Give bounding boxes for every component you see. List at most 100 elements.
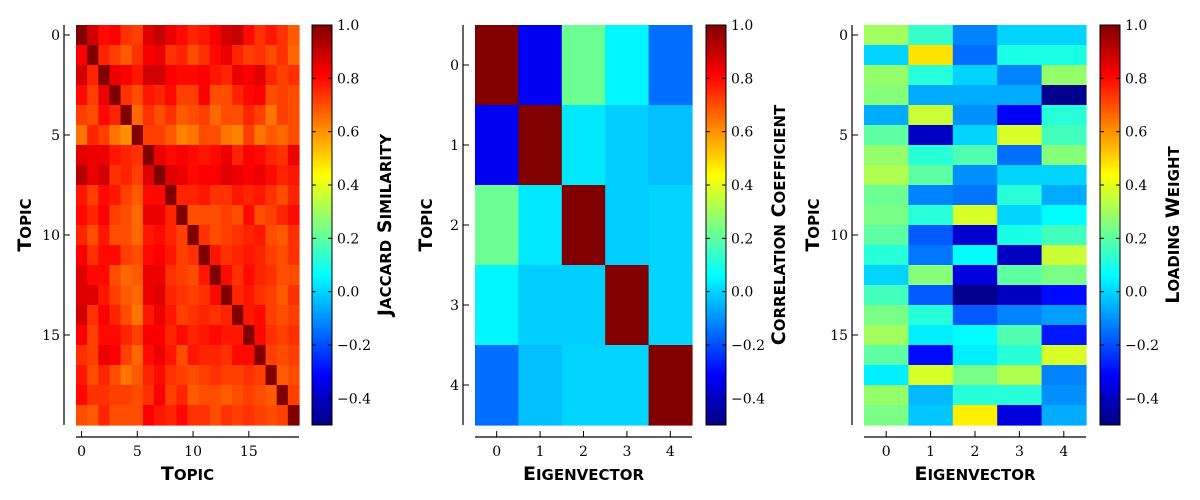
heatmap-cell: [198, 385, 211, 406]
heatmap-cell: [287, 325, 300, 346]
heatmap-cell: [232, 405, 244, 426]
heatmap-cell: [908, 225, 954, 246]
heatmap-cell: [120, 45, 133, 66]
heatmap-cell: [265, 265, 278, 286]
heatmap-cell: [232, 105, 244, 126]
y-tick-label: 10: [42, 228, 60, 244]
heatmap-cell: [165, 165, 177, 186]
heatmap-cell: [87, 145, 99, 166]
heatmap-cell: [154, 85, 166, 106]
heatmap-cell: [997, 245, 1043, 266]
heatmap-cell: [154, 25, 166, 46]
heatmap-cell: [131, 345, 144, 366]
heatmap-cell: [131, 325, 144, 346]
heatmap-cell: [220, 185, 233, 206]
heatmap-cell: [198, 305, 211, 326]
heatmap-cell: [209, 305, 222, 326]
heatmap-cell: [154, 285, 166, 306]
heatmap-cell: [142, 105, 155, 126]
heatmap-cell: [243, 25, 255, 46]
heatmap-cell: [209, 105, 222, 126]
heatmap-cell: [864, 305, 909, 326]
colorbar-tick-label: 0.6: [1125, 125, 1147, 141]
heatmap-cell: [98, 245, 111, 266]
heatmap-cell: [109, 125, 122, 146]
heatmap-cell: [165, 205, 177, 226]
colorbar-label: LOADING WEIGHT: [1162, 145, 1184, 303]
heatmap-cell: [952, 205, 998, 226]
heatmap-cell: [997, 285, 1043, 306]
heatmap-cell: [908, 105, 954, 126]
heatmap-cell: [864, 405, 909, 426]
heatmap-cell: [198, 285, 211, 306]
heatmap-cell: [265, 385, 278, 406]
heatmap-cell: [98, 345, 111, 366]
heatmap-cell: [243, 325, 255, 346]
heatmap-cell: [254, 145, 267, 166]
heatmap-cell: [98, 365, 111, 386]
heatmap-cell: [1041, 245, 1087, 266]
heatmap-cell: [254, 245, 267, 266]
heatmap-cell: [475, 25, 519, 106]
heatmap-cell: [176, 165, 189, 186]
x-axis-label: EIGENVECTOR: [914, 463, 1036, 485]
heatmap-cell: [154, 105, 166, 126]
heatmap-cell: [232, 385, 244, 406]
heatmap-cell: [243, 285, 255, 306]
heatmap-cells: [76, 25, 300, 426]
heatmap-cell: [109, 245, 122, 266]
heatmap-cell: [1041, 405, 1087, 426]
heatmap-cell: [120, 205, 133, 226]
heatmap-cell: [142, 325, 155, 346]
heatmap-cell: [131, 65, 144, 86]
heatmap-cell: [198, 405, 211, 426]
heatmap-cell: [87, 265, 99, 286]
heatmap-cell: [165, 25, 177, 46]
colorbar: 1.0 0.8 0.6 0.4 0.2 0.0 −0.2 −0.4 CORRELATION CO…: [705, 18, 790, 426]
heatmap-cell: [265, 45, 278, 66]
heatmap-cell: [76, 165, 88, 186]
heatmap-cell: [154, 185, 166, 206]
heatmap-cell: [254, 325, 267, 346]
heatmap-cell: [265, 305, 278, 326]
heatmap-cell: [131, 105, 144, 126]
heatmap-cell: [176, 305, 189, 326]
heatmap-cell: [232, 25, 244, 46]
heatmap-cell: [276, 85, 289, 106]
heatmap-cell: [1041, 225, 1087, 246]
heatmap-cell: [243, 85, 255, 106]
heatmap-cell: [287, 385, 300, 406]
heatmap-cell: [187, 245, 200, 266]
heatmap-cell: [98, 65, 111, 86]
heatmap-cell: [198, 205, 211, 226]
heatmap-cell: [142, 185, 155, 206]
heatmap-cell: [165, 365, 177, 386]
heatmap-cell: [997, 325, 1043, 346]
heatmap-cell: [243, 105, 255, 126]
heatmap-cell: [952, 325, 998, 346]
heatmap-cell: [1041, 105, 1087, 126]
heatmap-cell: [176, 245, 189, 266]
heatmap-cell: [254, 205, 267, 226]
heatmap-cell: [864, 245, 909, 266]
heatmap-cell: [1041, 365, 1087, 386]
heatmap-cell: [232, 125, 244, 146]
heatmap-cell: [952, 305, 998, 326]
y-tick-label: 3: [450, 298, 459, 314]
heatmap-cell: [109, 405, 122, 426]
heatmap-cell: [232, 345, 244, 366]
heatmap-cell: [98, 125, 111, 146]
heatmap-cell: [276, 125, 289, 146]
heatmap-cell: [276, 205, 289, 226]
heatmap-cell: [176, 405, 189, 426]
heatmap-cell: [254, 285, 267, 306]
heatmap-cell: [187, 105, 200, 126]
heatmap-cell: [176, 205, 189, 226]
colorbar-tick-label: 0.0: [731, 285, 753, 301]
panel-1: 0 1 2 3 4 0 1 2 3 4 EIGENVECTOR TOPIC 1.0 0.8 0.6 0.4 0.…: [415, 18, 790, 485]
colorbar: 1.0 0.8 0.6 0.4 0.2 0.0 −0.2 −0.4 LOADING WEIGHT: [1099, 18, 1184, 426]
heatmap-cell: [87, 345, 99, 366]
heatmap-cell: [1041, 345, 1087, 366]
x-tick-label: 0: [882, 444, 891, 460]
